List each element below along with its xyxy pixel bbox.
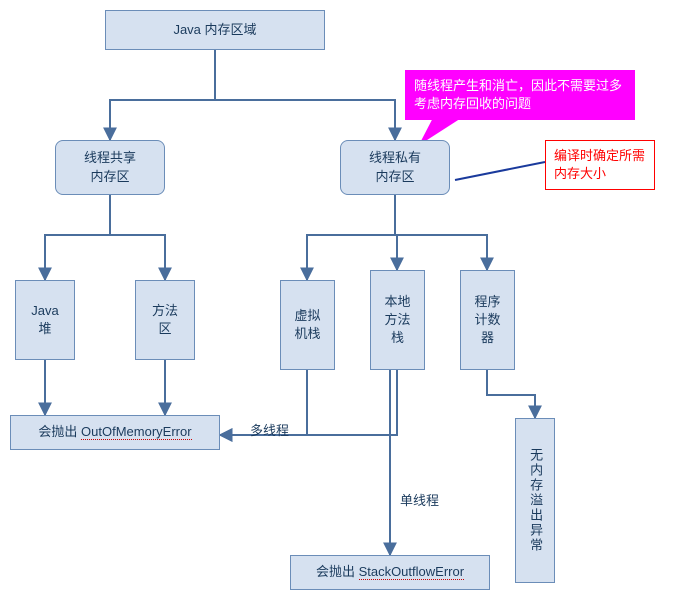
edge xyxy=(487,370,535,418)
edge xyxy=(395,195,487,270)
edge xyxy=(215,50,395,140)
node-label: Java堆 xyxy=(31,302,58,338)
callout-compile-time-size: 编译时确定所需内存大小 xyxy=(545,140,655,190)
node-label: 线程共享内存区 xyxy=(84,149,136,185)
node-method: 方法区 xyxy=(135,280,195,360)
edge xyxy=(220,370,397,435)
node-sof: 会抛出 StackOutflowError xyxy=(290,555,490,590)
callout-thread-lifecycle: 随线程产生和消亡，因此不需要过多考虑内存回收的问题 xyxy=(405,70,635,120)
label-multithread: 多线程 xyxy=(250,420,289,439)
node-label: Java 内存区域 xyxy=(173,21,256,39)
node-label: 程序计数器 xyxy=(474,293,500,348)
node-label: 虚拟机栈 xyxy=(294,307,320,343)
label-singlethread: 单线程 xyxy=(400,490,439,509)
node-private: 线程私有内存区 xyxy=(340,140,450,195)
node-label: 本地方法栈 xyxy=(384,293,410,348)
node-label: 会抛出 OutOfMemoryError xyxy=(38,423,191,441)
callout-text: 随线程产生和消亡，因此不需要过多考虑内存回收的问题 xyxy=(414,78,622,111)
callout-text: 编译时确定所需内存大小 xyxy=(554,148,645,181)
node-native: 本地方法栈 xyxy=(370,270,425,370)
node-oom: 会抛出 OutOfMemoryError xyxy=(10,415,220,450)
node-label: 会抛出 StackOutflowError xyxy=(316,563,464,581)
node-label: 无内存溢出异常 xyxy=(526,448,544,553)
node-label: 线程私有内存区 xyxy=(369,149,421,185)
node-nooverflow: 无内存溢出异常 xyxy=(515,418,555,583)
edge xyxy=(45,195,110,280)
node-shared: 线程共享内存区 xyxy=(55,140,165,195)
node-vmstack: 虚拟机栈 xyxy=(280,280,335,370)
node-pc: 程序计数器 xyxy=(460,270,515,370)
edge xyxy=(307,195,395,280)
node-label: 方法区 xyxy=(152,302,178,338)
edge xyxy=(455,162,545,180)
edge xyxy=(110,195,165,280)
node-heap: Java堆 xyxy=(15,280,75,360)
edge xyxy=(110,50,215,140)
edge xyxy=(395,195,397,270)
node-root: Java 内存区域 xyxy=(105,10,325,50)
